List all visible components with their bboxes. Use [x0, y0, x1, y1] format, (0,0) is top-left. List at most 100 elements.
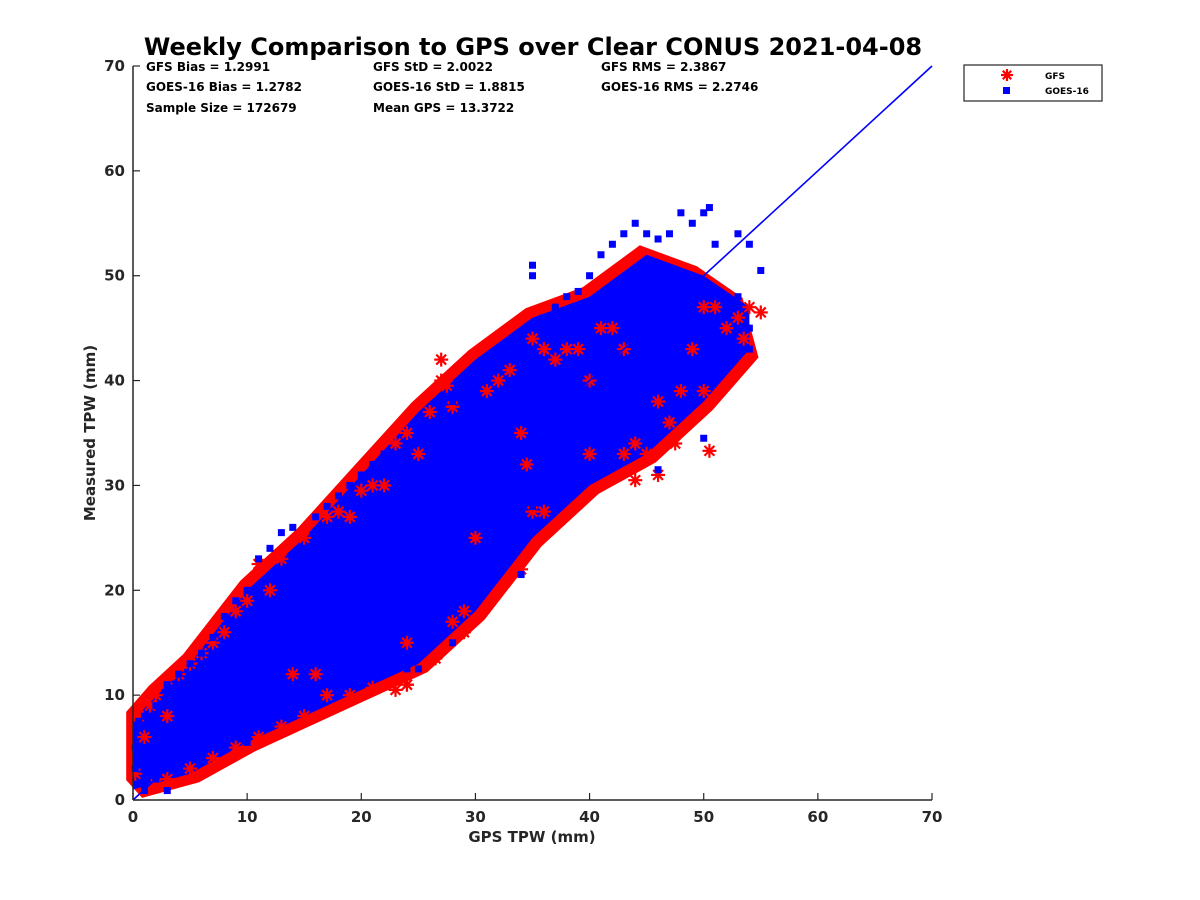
y-axis-title: Measured TPW (mm) [81, 345, 99, 521]
gfs-point [719, 321, 734, 336]
gfs-point [628, 436, 643, 451]
gfs-point [274, 719, 289, 734]
gfs-point [422, 405, 437, 420]
goes16-point [437, 618, 445, 626]
goes16-point [277, 529, 285, 537]
goes16-point [334, 691, 342, 699]
gfs-point [736, 331, 751, 346]
gfs-point [696, 300, 711, 315]
gfs-point [536, 504, 551, 519]
goes16-point [175, 765, 183, 773]
gfs-point [696, 384, 711, 399]
goes16-point [631, 450, 639, 458]
x-tick-label: 40 [579, 808, 600, 826]
goes16-point [380, 660, 388, 668]
gfs-point [228, 740, 243, 755]
one-to-one-line [132, 65, 933, 801]
gfs-point [502, 363, 517, 378]
gfs-point [342, 688, 357, 703]
gfs-point [439, 378, 454, 393]
x-axis-title: GPS TPW (mm) [468, 828, 595, 846]
goes16-point [705, 204, 713, 212]
gfs-point [308, 667, 323, 682]
goes16-point [597, 251, 605, 259]
goes16-point [323, 502, 331, 510]
x-tick-label: 20 [351, 808, 372, 826]
goes16-point [163, 787, 171, 795]
gfs-point [571, 342, 586, 357]
gfs-point [434, 352, 449, 367]
gfs-point [702, 443, 717, 458]
goes16-point [357, 471, 365, 479]
gfs-point [582, 446, 597, 461]
y-tick-label: 70 [104, 57, 125, 75]
y-tick-label: 40 [104, 372, 125, 390]
goes16-point [700, 434, 708, 442]
stat-gfs-std: GFS StD = 2.0022 [373, 60, 493, 74]
goes16-point [334, 492, 342, 500]
goes16-point [494, 356, 502, 364]
gfs-point [399, 677, 414, 692]
stat-goes-rms: GOES-16 RMS = 2.2746 [601, 80, 758, 94]
goes16-point [506, 345, 514, 353]
gfs-point [377, 478, 392, 493]
gfs-point [365, 680, 380, 695]
goes16-point [152, 702, 160, 710]
goes16-point [460, 387, 468, 395]
gfs-point [685, 342, 700, 357]
goes16-point [688, 219, 696, 227]
goes16-point [131, 744, 139, 752]
goes16-point [266, 544, 274, 552]
x-tick-label: 60 [807, 808, 828, 826]
goes16-point [197, 649, 205, 657]
legend-gfs-asterisk [1001, 69, 1013, 81]
goes16-point [403, 439, 411, 447]
gfs-point [468, 530, 483, 545]
goes16-point [517, 335, 525, 343]
goes16-point [140, 712, 148, 720]
goes16-point [426, 639, 434, 647]
stat-mean-gps: Mean GPS = 13.3722 [373, 101, 514, 115]
goes16-point [414, 665, 422, 673]
gfs-point [240, 593, 255, 608]
goes16-point [255, 555, 263, 563]
x-tick-label: 0 [128, 808, 138, 826]
goes16-point [574, 287, 582, 295]
goes16-point [540, 314, 548, 322]
gfs-point [388, 436, 403, 451]
goes16-point [494, 523, 502, 531]
goes16-point [220, 613, 228, 620]
goes16-point [243, 586, 251, 594]
gfs-point [365, 478, 380, 493]
goes16-point [643, 230, 651, 238]
goes16-point [289, 712, 297, 720]
gfs-point [639, 446, 654, 461]
goes16-point [197, 754, 205, 762]
goes16-point [608, 240, 616, 248]
goes16-point [403, 665, 411, 673]
y-tick-label: 30 [104, 476, 125, 494]
gfs-point [479, 384, 494, 399]
goes16-point [517, 571, 525, 579]
x-tick-label: 30 [465, 808, 486, 826]
gfs-point [228, 604, 243, 619]
legend-gfs-label: GFS [1045, 72, 1065, 82]
gfs-point [320, 509, 335, 524]
gfs-point [428, 651, 443, 666]
gfs-point [217, 625, 232, 640]
x-axis-ticks: 0 10 20 30 40 50 60 70 [128, 793, 942, 826]
x-tick-label: 10 [237, 808, 258, 826]
goes16-point [135, 717, 143, 725]
gfs-point [593, 321, 608, 336]
legend: GFS GOES-16 [963, 64, 1103, 102]
gfs-point [205, 751, 220, 766]
goes16-density-cloud [133, 254, 750, 790]
gfs-point [673, 384, 688, 399]
goes16-point [529, 502, 536, 510]
gfs-point [628, 473, 643, 488]
goes16-point [529, 261, 536, 269]
gfs-point [274, 551, 289, 566]
chart-title: Weekly Comparison to GPS over Clear CONU… [144, 33, 922, 61]
goes16-point [369, 460, 377, 468]
